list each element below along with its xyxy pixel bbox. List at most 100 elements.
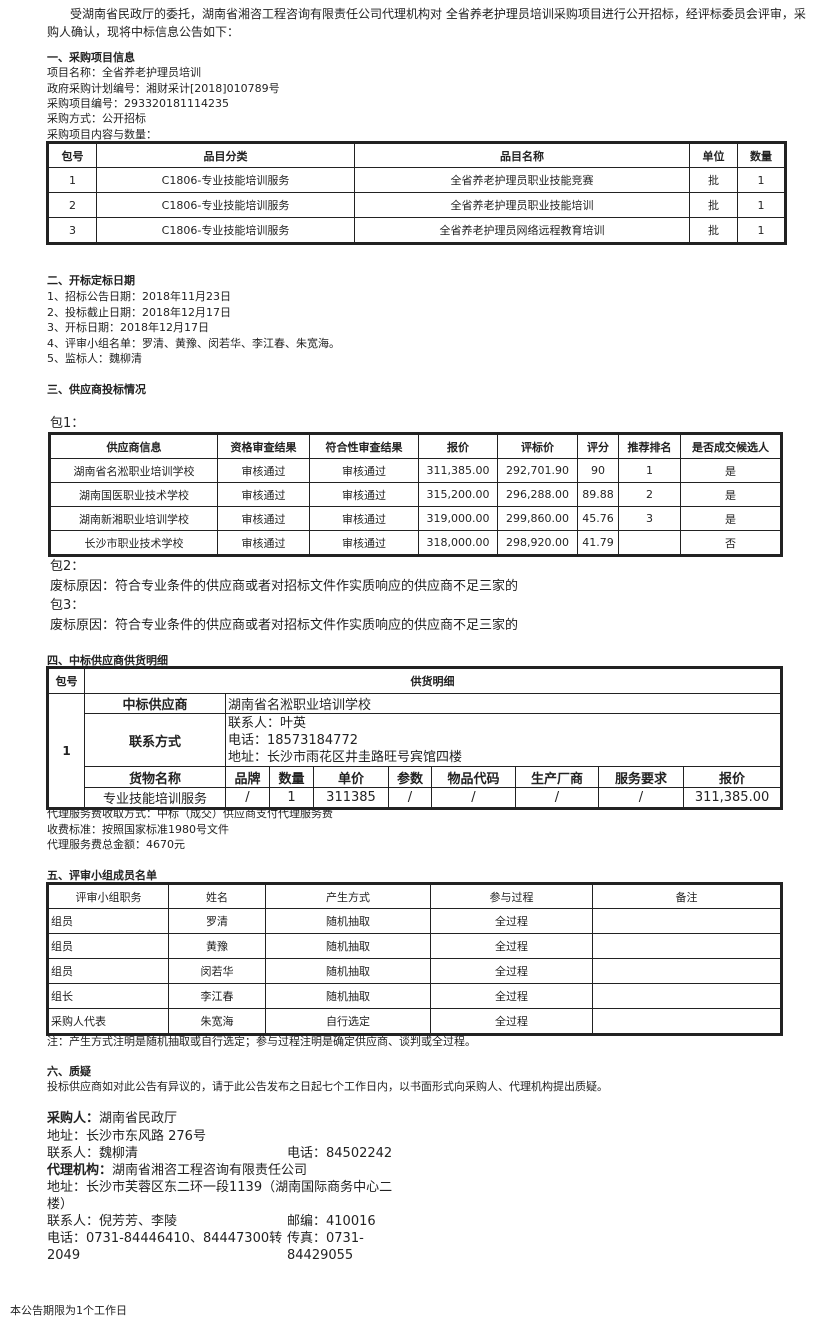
cell: 随机抽取 <box>265 983 431 1009</box>
goods-header-row: 货物名称 品牌 数量 单价 参数 物品代码 生产厂商 服务要求 报价 <box>49 766 782 788</box>
header-cell: 姓名 <box>168 884 266 909</box>
panel-list: 4、评审小组名单：罗清、黄豫、闵若华、李江春、朱宽海。 <box>47 337 340 350</box>
section6-heading: 六、质疑 <box>47 1065 91 1078</box>
cell: 299,860.00 <box>497 506 578 531</box>
header-cell: 供货明细 <box>83 668 782 694</box>
cell <box>592 1008 781 1034</box>
table-row: 1 C1806-专业技能培训服务 全省养老护理员职业技能竞赛批 1 <box>48 167 785 193</box>
table-row: 组员 黄豫 随机抽取 全过程 <box>48 933 781 959</box>
cell: 朱宽海 <box>168 1008 266 1034</box>
project-name: 项目名称：全省养老护理员培训 <box>47 66 201 79</box>
cell: 湖南国医职业技术学校 <box>50 482 218 507</box>
table-row: 长沙市职业技术学校 审核通过 审核通过 318,000.00 298,920.00 41.… <box>50 530 781 555</box>
cell: 1 <box>737 217 785 243</box>
cell: 全过程 <box>430 1008 593 1034</box>
contact-address: 地址：长沙市雨花区井圭路旺号宾馆四楼 <box>228 749 463 765</box>
buyer-label: 采购人： <box>47 1111 100 1126</box>
contact-details: 联系人：叶英 电话：18573184772 地址：长沙市雨花区井圭路旺号宾馆四楼 <box>224 713 782 767</box>
cell: 采购人代表 <box>48 1008 169 1034</box>
header-cell: 包号 <box>48 143 97 168</box>
agent-address-2: 楼） <box>47 1197 74 1212</box>
cell: 组员 <box>48 958 169 984</box>
cell: 90 <box>577 458 619 483</box>
contact-label: 联系方式 <box>84 713 226 767</box>
header-cell: 供应商信息 <box>50 434 218 459</box>
cell: 2 <box>618 482 681 507</box>
table-row: 2 C1806-专业技能培训服务 全省养老护理员职业技能培训批 1 <box>48 192 785 218</box>
buyer-address: 地址：长沙市东风路 276号 <box>47 1129 206 1144</box>
cell: / <box>515 787 599 808</box>
cell: 89.88 <box>577 482 619 507</box>
cell: 李江春 <box>168 983 266 1009</box>
cell: 1 <box>48 167 97 193</box>
header-cell: 报价 <box>682 766 782 788</box>
cell: 是 <box>680 506 781 531</box>
date-line: 1、招标公告日期：2018年11月23日 <box>47 290 231 303</box>
content-label: 采购项目内容与数量： <box>47 128 157 141</box>
project-number: 采购项目编号：293320181114235 <box>47 97 229 110</box>
cell: 全过程 <box>430 933 593 959</box>
table-header-row: 评审小组职务 姓名 产生方式 参与过程 备注 <box>48 884 781 909</box>
agent-person: 联系人：倪芳芳、李陵 <box>47 1214 178 1229</box>
cell: 湖南新湘职业培训学校 <box>50 506 218 531</box>
cell: 全省养老护理员网络远程教育培训 <box>354 217 690 243</box>
table-row: 3 C1806-专业技能培训服务 全省养老护理员网络远程教育培训批 1 <box>48 217 785 243</box>
cell: 审核通过 <box>309 530 419 555</box>
contact-row: 联系方式 联系人：叶英 电话：18573184772 地址：长沙市雨花区井圭路旺… <box>49 713 782 767</box>
header-cell: 品目名称 <box>354 143 690 168</box>
cell: 闵若华 <box>168 958 266 984</box>
cell: / <box>225 787 270 808</box>
cell: 专业技能培训服务 <box>84 787 226 808</box>
buyer-phone: 电话：84502242 <box>287 1146 393 1161</box>
table-row: 组员 闵若华 随机抽取 全过程 <box>48 958 781 984</box>
header-cell: 参数 <box>388 766 432 788</box>
cell: 298,920.00 <box>497 530 578 555</box>
panel-table: 评审小组职务 姓名 产生方式 参与过程 备注 组员 罗清 随机抽取 全过程 组员 黄豫 随机抽取全… <box>46 882 783 1036</box>
header-cell: 品目分类 <box>96 143 355 168</box>
header-cell: 评分 <box>577 434 619 459</box>
header-cell: 包号 <box>48 668 85 694</box>
winner-label: 中标供应商 <box>84 693 226 714</box>
agent-phone-1: 电话：0731-84446410、84447300转 <box>47 1231 283 1246</box>
header-cell: 备注 <box>592 884 781 909</box>
cell: C1806-专业技能培训服务 <box>96 167 355 193</box>
cell: 1 <box>269 787 314 808</box>
table-row: 湖南新湘职业培训学校 审核通过 审核通过 319,000.00 299,860.00 45… <box>50 506 781 531</box>
cell: 否 <box>680 530 781 555</box>
cell: 审核通过 <box>309 458 419 483</box>
package2-label: 包2： <box>50 559 85 574</box>
cell: 组长 <box>48 983 169 1009</box>
agent-name: 湖南省湘咨工程咨询有限责任公司 <box>112 1163 308 1178</box>
footer-note: 本公告期限为1个工作日 <box>10 1304 127 1317</box>
header-cell: 单价 <box>313 766 389 788</box>
table-header-row: 供应商信息 资格审查结果 符合性审查结果 报价 评标价 评分 推荐排名 是否成交候选人 <box>50 434 781 459</box>
cell: 292,701.90 <box>497 458 578 483</box>
cell: 296,288.00 <box>497 482 578 507</box>
cell: 全过程 <box>430 958 593 984</box>
header-cell: 货物名称 <box>84 766 226 788</box>
header-cell: 报价 <box>418 434 498 459</box>
items-table: 包号 品目分类 品目名称 单位 数量 1 C1806-专业技能培训服务 全省养老护理… <box>46 141 787 245</box>
bids-table: 供应商信息 资格审查结果 符合性审查结果 报价 评标价 评分 推荐排名 是否成交候选人 湖南省… <box>48 432 783 557</box>
table-row: 采购人代表 朱宽海 自行选定 全过程 <box>48 1008 781 1034</box>
date-line: 2、投标截止日期：2018年12月17日 <box>47 306 231 319</box>
cell: 审核通过 <box>309 506 419 531</box>
cell: 319,000.00 <box>418 506 498 531</box>
agent-phone-2: 2049 <box>47 1248 81 1263</box>
table-row: 湖南国医职业技术学校 审核通过 审核通过 315,200.00 296,288.00 89… <box>50 482 781 507</box>
cell: 全过程 <box>430 983 593 1009</box>
cell: 随机抽取 <box>265 933 431 959</box>
cell: 罗清 <box>168 908 266 934</box>
package3-reason: 废标原因：符合专业条件的供应商或者对招标文件作实质响应的供应商不足三家的 <box>50 618 519 633</box>
cell: 批 <box>689 217 738 243</box>
cell: 311385 <box>313 787 389 808</box>
cell: 45.76 <box>577 506 619 531</box>
cell: 2 <box>48 192 97 218</box>
header-cell: 评审小组职务 <box>48 884 169 909</box>
table-row: 组长 李江春 随机抽取 全过程 <box>48 983 781 1009</box>
intro-line-2: 购人确认，现将中标信息公告如下： <box>47 25 240 39</box>
header-cell: 符合性审查结果 <box>309 434 419 459</box>
header-cell: 数量 <box>269 766 314 788</box>
cell: / <box>598 787 684 808</box>
agent-label: 代理机构： <box>47 1163 113 1178</box>
